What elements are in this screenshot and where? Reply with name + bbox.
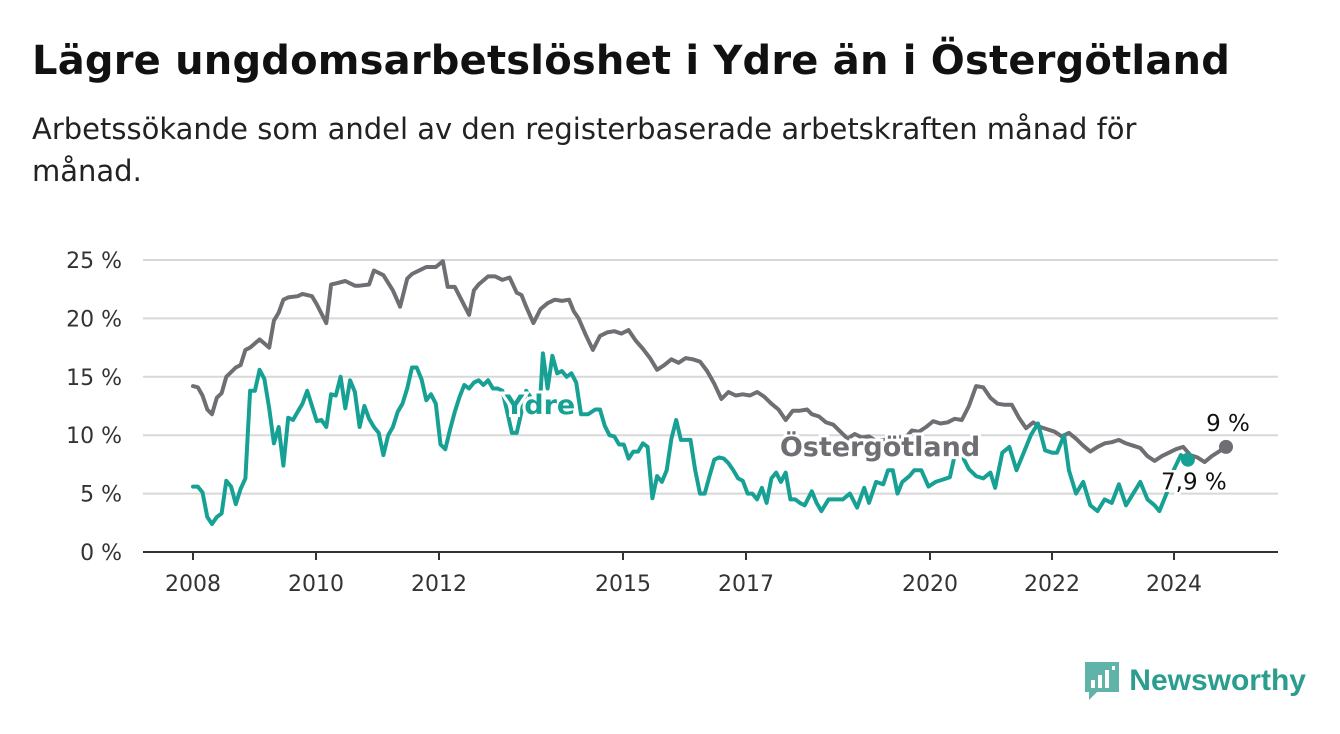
end-point-ydre [1180, 452, 1195, 467]
chart-subtitle: Arbetssökande som andel av den registerb… [32, 112, 1137, 188]
newsworthy-logo-text: Newsworthy [1129, 664, 1306, 697]
y-tick-label: 0 % [80, 541, 122, 566]
x-axis-ticks: 2008 2010 2012 2015 2017 2020 2022 2024 [165, 552, 1202, 597]
end-label-ydre: 7,9 % [1161, 470, 1227, 496]
y-tick-label: 15 % [66, 366, 122, 391]
series-line-östergötland [191, 259, 1228, 465]
end-point-östergötland [1219, 439, 1233, 454]
x-tick-label: 2015 [595, 572, 651, 597]
y-axis-ticks: 0 % 5 % 10 % 15 % 20 % 25 % [66, 249, 122, 566]
y-tick-label: 10 % [66, 424, 122, 449]
series-lines [191, 259, 1233, 526]
chart-title: Lägre ungdomsarbetslöshet i Ydre än i Ös… [32, 38, 1231, 84]
x-tick-label: 2024 [1146, 572, 1202, 597]
series-label-ydre: Ydre [504, 390, 576, 421]
x-tick-label: 2017 [718, 572, 774, 597]
x-tick-label: 2012 [411, 572, 467, 597]
newsworthy-logo: Newsworthy [1083, 660, 1306, 702]
y-tick-label: 5 % [80, 483, 122, 508]
end-label-ostergotland: 9 % [1206, 411, 1250, 437]
x-tick-label: 2010 [288, 572, 344, 597]
series-line-ydre [191, 351, 1190, 526]
x-tick-label: 2022 [1024, 572, 1080, 597]
y-tick-label: 25 % [66, 249, 122, 274]
series-label-ostergotland: Östergötland [780, 430, 980, 463]
series-labels: Ydre Östergötland 9 % 7,9 % [501, 387, 1253, 498]
newsworthy-logo-icon [1085, 662, 1120, 700]
x-tick-label: 2020 [902, 572, 958, 597]
x-tick-label: 2008 [165, 572, 221, 597]
y-tick-label: 20 % [66, 307, 122, 332]
